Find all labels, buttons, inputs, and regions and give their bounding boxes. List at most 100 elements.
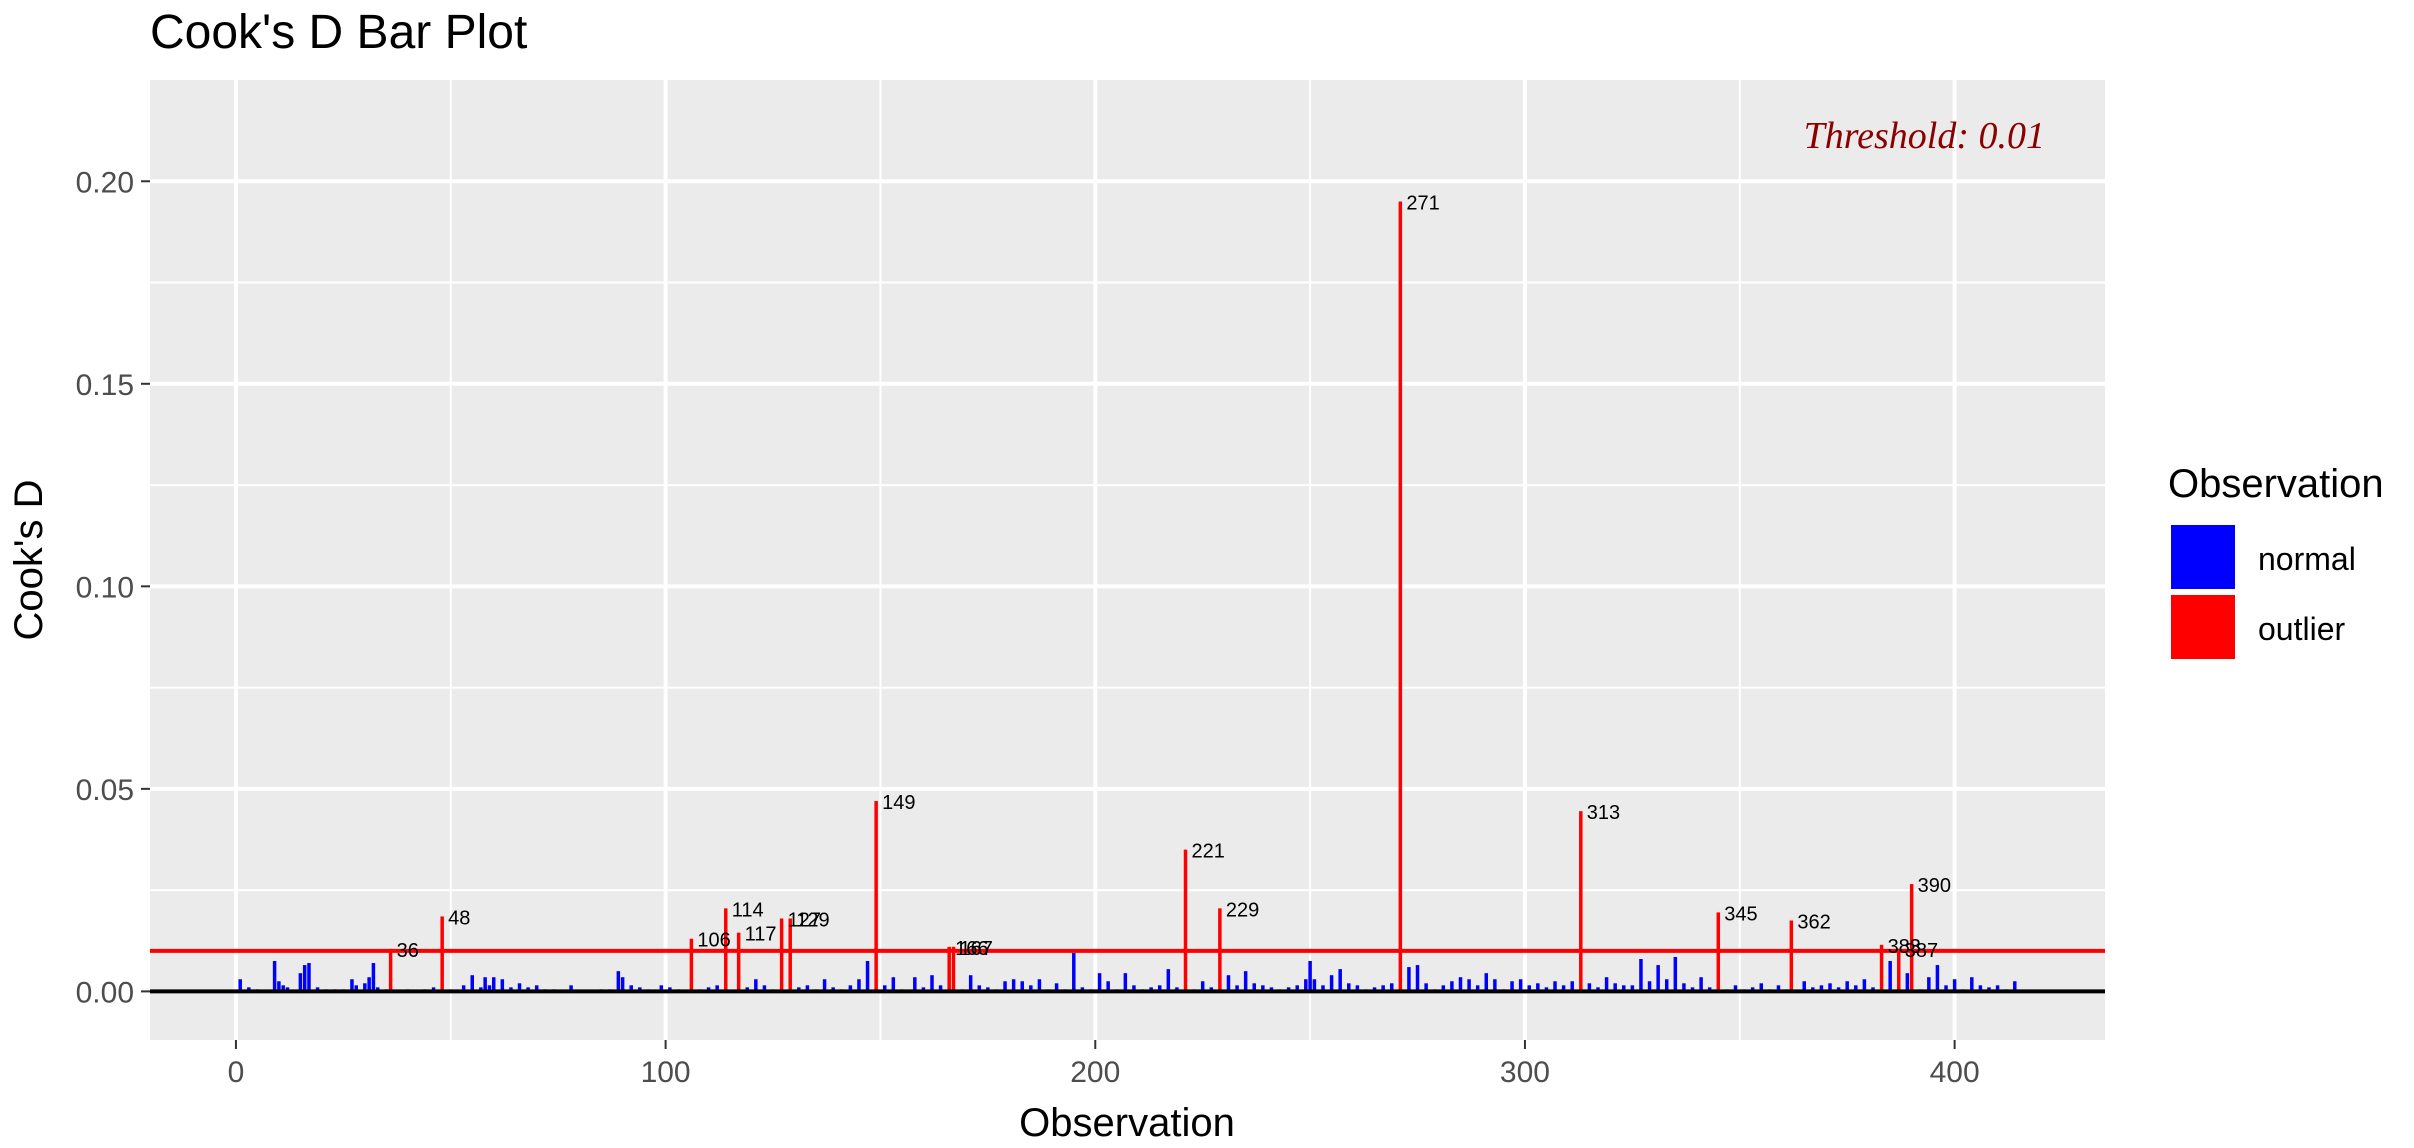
normal-bar <box>1536 983 1540 992</box>
normal-bar <box>638 987 642 992</box>
outlier-label: 345 <box>1724 903 1757 925</box>
y-tick-label: 0.20 <box>76 166 134 199</box>
normal-bar <box>1372 987 1377 992</box>
outlier-label: 383 <box>1888 936 1921 958</box>
outlier-bar <box>1909 884 1914 992</box>
threshold-annotation: Threshold: 0.01 <box>1804 115 2045 157</box>
normal-bar <box>1622 985 1626 992</box>
outlier-bar <box>1789 920 1794 992</box>
y-tick-label: 0.05 <box>76 774 134 807</box>
normal-bar <box>307 963 311 992</box>
normal-bar <box>509 987 513 992</box>
normal-bar <box>517 983 522 992</box>
outlier-label: 229 <box>1226 899 1259 921</box>
normal-bar <box>1347 983 1351 992</box>
normal-bar <box>526 987 530 992</box>
normal-bar <box>1329 975 1334 992</box>
normal-bar <box>461 985 466 992</box>
normal-bar <box>1308 961 1312 992</box>
normal-bar <box>431 987 436 992</box>
normal-bar <box>354 985 358 992</box>
normal-bar <box>1613 983 1617 992</box>
outlier-bar <box>1879 944 1884 992</box>
normal-bar <box>281 985 285 992</box>
outlier-label: 362 <box>1797 912 1830 934</box>
normal-bar <box>921 987 926 992</box>
normal-bar <box>1295 985 1299 992</box>
normal-bar <box>350 979 354 992</box>
y-tick-label: 0.10 <box>76 571 134 604</box>
outlier-label: 129 <box>796 909 829 931</box>
normal-bar <box>1175 987 1179 992</box>
normal-bar <box>1664 979 1669 992</box>
x-tick-label: 400 <box>1930 1056 1980 1089</box>
normal-bar <box>1132 985 1136 992</box>
outlier-bar <box>736 932 741 992</box>
normal-bar <box>1123 973 1128 992</box>
normal-bar <box>1587 983 1592 992</box>
normal-bar <box>1243 971 1248 992</box>
normal-bar <box>1570 981 1574 992</box>
normal-bar <box>1475 985 1480 992</box>
outlier-label: 166 <box>955 938 988 960</box>
normal-bar <box>487 985 492 992</box>
outlier-bar <box>388 948 393 992</box>
normal-bar <box>1407 967 1411 992</box>
x-tick-label: 200 <box>1070 1056 1120 1089</box>
normal-bar <box>1596 987 1600 992</box>
normal-bar <box>831 987 835 992</box>
y-tick-label: 0.00 <box>76 976 134 1009</box>
normal-bar <box>1854 985 1858 992</box>
normal-bar <box>1037 979 1042 992</box>
normal-bar <box>371 963 376 992</box>
legend: Observation normal outlier <box>2168 462 2384 661</box>
normal-bar <box>1312 979 1317 992</box>
normal-bar <box>706 987 711 992</box>
normal-bar <box>1286 987 1291 992</box>
normal-bar <box>1707 987 1712 992</box>
normal-bar <box>238 979 242 992</box>
outlier-label: 114 <box>732 899 764 921</box>
normal-bar <box>1458 977 1463 992</box>
normal-bar <box>1995 985 2000 992</box>
normal-bar <box>470 975 475 992</box>
outlier-bar <box>1183 849 1188 992</box>
normal-bar <box>1828 983 1832 992</box>
normal-bar <box>977 985 982 992</box>
normal-bar <box>1003 981 1007 992</box>
normal-bar <box>1389 983 1394 992</box>
normal-bar <box>715 985 719 992</box>
normal-bar <box>1518 979 1523 992</box>
normal-bar <box>375 987 380 992</box>
normal-bar <box>479 987 483 992</box>
outlier-label: 149 <box>882 792 915 814</box>
normal-bar <box>1682 983 1686 992</box>
normal-bar <box>500 979 505 992</box>
normal-bar <box>857 979 861 992</box>
y-axis-title: Cook's D <box>7 479 51 640</box>
outlier-label: 106 <box>697 930 730 952</box>
normal-bar <box>1200 981 1205 992</box>
normal-bar <box>1699 977 1703 992</box>
normal-bar <box>1029 985 1033 992</box>
normal-bar <box>668 987 672 992</box>
outlier-bar <box>1897 948 1901 992</box>
normal-bar <box>1381 985 1385 992</box>
normal-bar <box>315 987 320 992</box>
normal-bar <box>1776 985 1781 992</box>
normal-bar <box>1441 985 1446 992</box>
x-tick-label: 0 <box>228 1056 245 1089</box>
normal-bar <box>367 977 371 992</box>
normal-bar <box>1836 987 1841 992</box>
normal-bar <box>1261 985 1265 992</box>
normal-bar <box>848 985 853 992</box>
plot-panel <box>150 80 2105 1040</box>
legend-label-normal: normal <box>2258 541 2356 577</box>
normal-bar <box>1166 969 1171 992</box>
normal-bar <box>491 977 496 992</box>
normal-bar <box>277 981 281 992</box>
normal-bar <box>2013 981 2017 992</box>
normal-bar <box>1080 987 1085 992</box>
normal-bar <box>1647 981 1652 992</box>
